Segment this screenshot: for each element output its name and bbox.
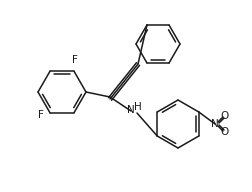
Text: H: H bbox=[134, 102, 141, 112]
Text: N: N bbox=[210, 119, 218, 129]
Text: F: F bbox=[72, 55, 78, 65]
Text: N: N bbox=[127, 105, 134, 115]
Text: O: O bbox=[220, 127, 228, 137]
Text: F: F bbox=[38, 110, 44, 120]
Text: O: O bbox=[220, 111, 228, 121]
